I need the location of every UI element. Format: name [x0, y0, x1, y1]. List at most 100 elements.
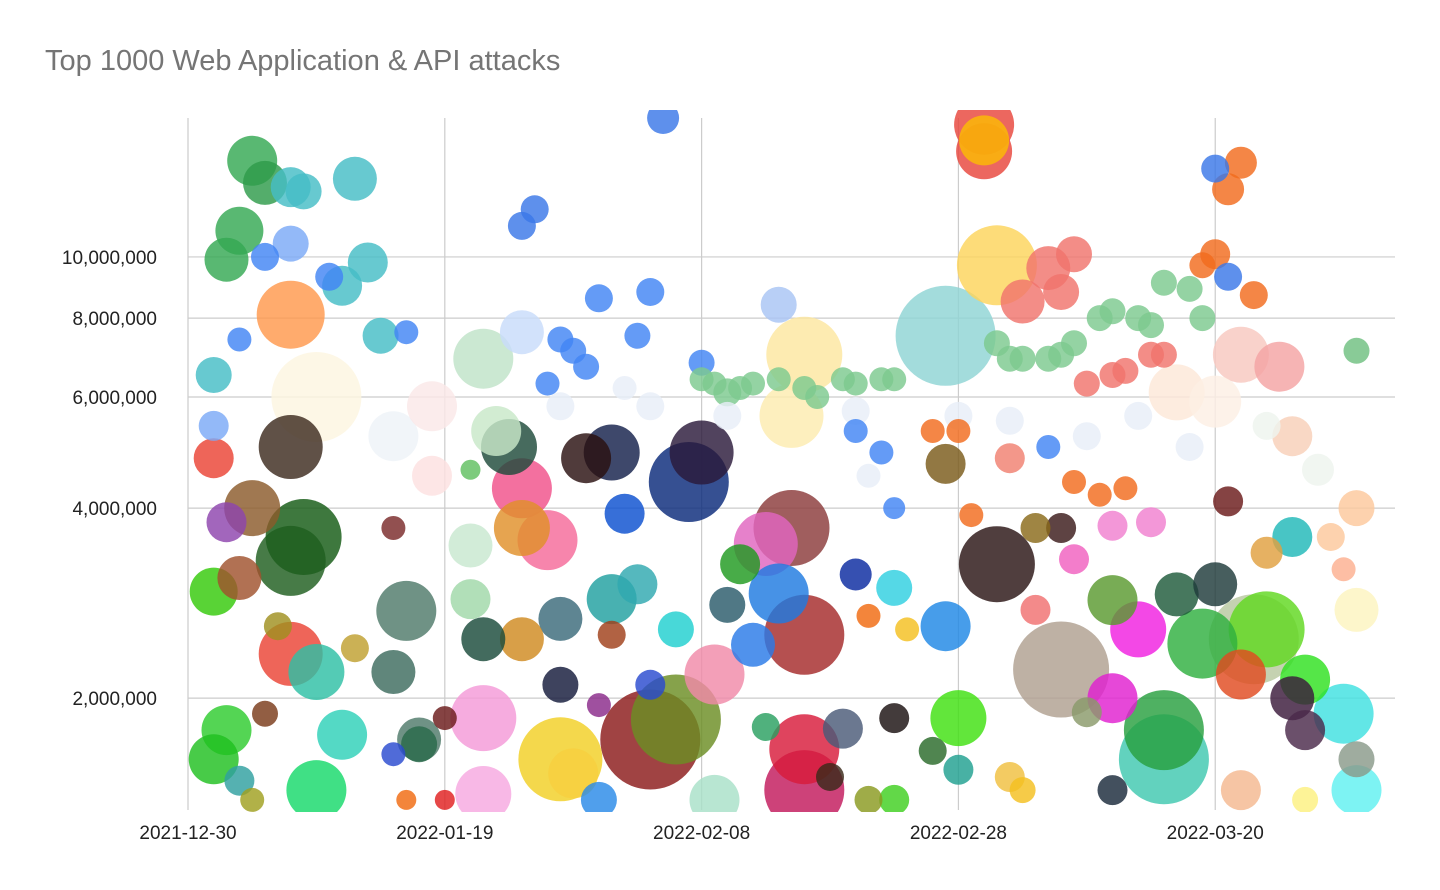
bubble-point[interactable]: [918, 736, 947, 765]
bubble-point[interactable]: [1201, 154, 1230, 183]
bubble-point[interactable]: [1087, 575, 1138, 626]
bubble-point[interactable]: [224, 765, 255, 796]
bubble-point[interactable]: [1112, 357, 1139, 384]
bubble-point[interactable]: [317, 709, 368, 760]
bubble-point[interactable]: [635, 669, 666, 700]
bubble-point[interactable]: [1036, 435, 1061, 459]
bubble-point[interactable]: [1270, 676, 1315, 721]
bubble-point[interactable]: [1154, 572, 1199, 617]
bubble-point[interactable]: [347, 242, 388, 283]
bubble-point[interactable]: [263, 612, 292, 641]
bubble-point[interactable]: [1313, 683, 1374, 744]
bubble-point[interactable]: [460, 459, 481, 480]
bubble-point[interactable]: [713, 401, 742, 430]
bubble-point[interactable]: [760, 286, 797, 323]
bubble-point[interactable]: [434, 789, 455, 810]
bubble-point[interactable]: [1331, 557, 1356, 582]
bubble-point[interactable]: [856, 463, 881, 488]
bubble-point[interactable]: [920, 419, 945, 443]
bubble-point[interactable]: [1272, 517, 1313, 557]
bubble-point[interactable]: [1214, 262, 1243, 291]
bubble-point[interactable]: [1285, 710, 1326, 751]
bubble-point[interactable]: [573, 353, 600, 380]
bubble-point[interactable]: [1062, 470, 1086, 494]
bubble-point[interactable]: [1009, 777, 1036, 804]
bubble-point[interactable]: [195, 357, 232, 393]
bubble-point[interactable]: [401, 726, 438, 763]
bubble-point[interactable]: [930, 690, 987, 747]
bubble-point[interactable]: [943, 754, 974, 785]
bubble-point[interactable]: [882, 367, 907, 392]
bubble-point[interactable]: [1272, 416, 1313, 457]
bubble-point[interactable]: [1072, 422, 1101, 451]
bubble-point[interactable]: [1302, 453, 1334, 486]
bubble-point[interactable]: [1056, 236, 1092, 273]
bubble-point[interactable]: [669, 420, 734, 485]
bubble-point[interactable]: [1113, 476, 1138, 501]
bubble-point[interactable]: [1009, 345, 1036, 372]
bubble-point[interactable]: [1331, 765, 1382, 815]
bubble-point[interactable]: [198, 410, 229, 441]
bubble-point[interactable]: [959, 503, 984, 528]
bubble-point[interactable]: [688, 349, 715, 376]
bubble-point[interactable]: [548, 748, 599, 799]
bubble-point[interactable]: [617, 564, 658, 605]
bubble-point[interactable]: [895, 285, 996, 386]
bubble-point[interactable]: [586, 693, 611, 718]
bubble-point[interactable]: [879, 784, 910, 815]
bubble-point[interactable]: [689, 774, 740, 825]
bubble-point[interactable]: [1150, 341, 1177, 368]
bubble-point[interactable]: [193, 438, 234, 479]
bubble-point[interactable]: [1193, 562, 1238, 607]
bubble-point[interactable]: [493, 500, 550, 556]
bubble-point[interactable]: [657, 611, 694, 648]
bubble-point[interactable]: [1097, 510, 1128, 541]
bubble-point[interactable]: [448, 523, 493, 568]
bubble-point[interactable]: [362, 317, 399, 354]
bubble-point[interactable]: [1020, 594, 1051, 625]
bubble-point[interactable]: [1338, 741, 1375, 778]
bubble-point[interactable]: [286, 760, 347, 820]
bubble-point[interactable]: [876, 569, 913, 606]
bubble-point[interactable]: [432, 706, 457, 731]
bubble-point[interactable]: [1087, 482, 1112, 507]
bubble-point[interactable]: [584, 284, 613, 313]
bubble-point[interactable]: [252, 700, 278, 727]
bubble-point[interactable]: [499, 617, 544, 662]
bubble-point[interactable]: [251, 242, 279, 271]
bubble-point[interactable]: [1239, 281, 1268, 310]
bubble-point[interactable]: [1228, 591, 1305, 668]
bubble-point[interactable]: [256, 280, 325, 349]
bubble-point[interactable]: [1292, 786, 1319, 813]
bubble-point[interactable]: [217, 556, 262, 600]
bubble-point[interactable]: [636, 392, 665, 421]
bubble-point[interactable]: [1059, 544, 1089, 575]
bubble-point[interactable]: [1138, 312, 1164, 339]
bubble-point[interactable]: [879, 703, 910, 734]
bubble-point[interactable]: [702, 371, 727, 396]
bubble-point[interactable]: [741, 371, 765, 396]
bubble-point[interactable]: [461, 617, 506, 662]
bubble-point[interactable]: [856, 603, 881, 628]
bubble-point[interactable]: [1213, 486, 1244, 517]
bubble-point[interactable]: [394, 320, 419, 345]
bubble-point[interactable]: [994, 443, 1025, 474]
bubble-point[interactable]: [1099, 298, 1126, 325]
bubble-point[interactable]: [995, 406, 1024, 435]
bubble-point[interactable]: [1334, 587, 1379, 632]
bubble-point[interactable]: [958, 526, 1035, 603]
bubble-point[interactable]: [546, 392, 575, 421]
bubble-point[interactable]: [1316, 523, 1345, 551]
bubble-point[interactable]: [407, 381, 457, 432]
bubble-point[interactable]: [1020, 513, 1051, 543]
bubble-point[interactable]: [731, 622, 775, 667]
bubble-point[interactable]: [1189, 375, 1242, 428]
bubble-point[interactable]: [1176, 275, 1203, 302]
bubble-point[interactable]: [597, 620, 626, 649]
bubble-point[interactable]: [1013, 621, 1110, 718]
bubble-point[interactable]: [925, 443, 966, 484]
bubble-point[interactable]: [1073, 370, 1100, 397]
bubble-point[interactable]: [368, 411, 419, 462]
bubble-point[interactable]: [376, 580, 437, 641]
bubble-point[interactable]: [450, 579, 491, 620]
